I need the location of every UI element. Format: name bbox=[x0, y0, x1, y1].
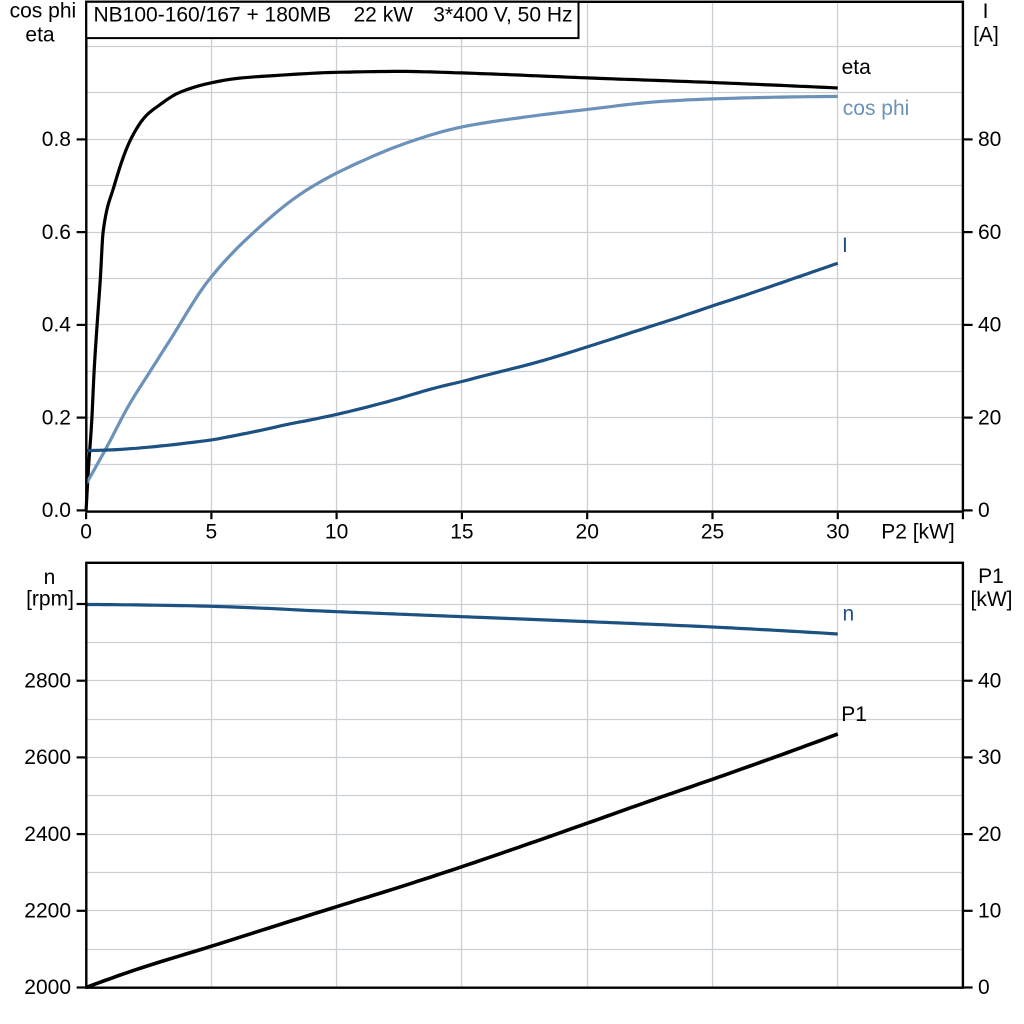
svg-text:20: 20 bbox=[576, 521, 599, 544]
svg-text:25: 25 bbox=[701, 521, 724, 544]
svg-text:0: 0 bbox=[978, 976, 990, 999]
svg-text:5: 5 bbox=[206, 521, 218, 544]
svg-text:n: n bbox=[44, 566, 56, 589]
svg-text:NB100-160/167 + 180MB: NB100-160/167 + 180MB bbox=[94, 4, 332, 27]
svg-text:eta: eta bbox=[25, 23, 55, 46]
svg-text:0.8: 0.8 bbox=[42, 128, 71, 151]
svg-text:2200: 2200 bbox=[24, 900, 71, 923]
svg-text:I: I bbox=[983, 0, 989, 23]
svg-text:P2 [kW]: P2 [kW] bbox=[881, 521, 955, 544]
svg-text:n: n bbox=[843, 603, 855, 626]
svg-text:15: 15 bbox=[450, 521, 473, 544]
svg-text:[kW]: [kW] bbox=[971, 588, 1013, 611]
svg-text:2400: 2400 bbox=[24, 823, 71, 846]
svg-text:2600: 2600 bbox=[24, 746, 71, 769]
svg-text:80: 80 bbox=[978, 128, 1001, 151]
svg-text:2000: 2000 bbox=[24, 976, 71, 999]
svg-text:3*400 V, 50 Hz: 3*400 V, 50 Hz bbox=[433, 4, 572, 27]
svg-text:0.6: 0.6 bbox=[42, 221, 71, 244]
svg-text:cos phi: cos phi bbox=[10, 0, 77, 23]
svg-text:40: 40 bbox=[978, 314, 1001, 337]
svg-text:[A]: [A] bbox=[973, 24, 999, 47]
svg-text:22 kW: 22 kW bbox=[354, 4, 414, 27]
svg-text:30: 30 bbox=[978, 746, 1001, 769]
svg-text:20: 20 bbox=[978, 406, 1001, 429]
svg-text:0: 0 bbox=[80, 521, 92, 544]
svg-text:cos phi: cos phi bbox=[843, 97, 910, 120]
svg-text:10: 10 bbox=[325, 521, 348, 544]
svg-text:0.0: 0.0 bbox=[42, 499, 71, 522]
svg-text:P1: P1 bbox=[841, 703, 867, 726]
svg-text:0: 0 bbox=[978, 499, 990, 522]
svg-text:P1: P1 bbox=[978, 565, 1004, 588]
svg-text:40: 40 bbox=[978, 669, 1001, 692]
svg-text:0.2: 0.2 bbox=[42, 406, 71, 429]
svg-text:2800: 2800 bbox=[24, 669, 71, 692]
svg-text:0.4: 0.4 bbox=[42, 314, 72, 337]
svg-text:60: 60 bbox=[978, 221, 1001, 244]
svg-text:10: 10 bbox=[978, 900, 1001, 923]
svg-text:eta: eta bbox=[842, 56, 872, 79]
svg-text:20: 20 bbox=[978, 823, 1001, 846]
svg-text:30: 30 bbox=[826, 521, 849, 544]
svg-text:I: I bbox=[842, 234, 848, 257]
svg-text:[rpm]: [rpm] bbox=[26, 588, 74, 611]
